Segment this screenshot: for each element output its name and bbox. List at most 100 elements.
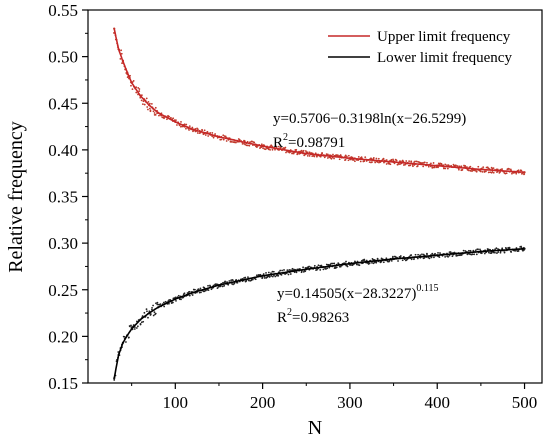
scatter-point <box>146 310 148 313</box>
scatter-point <box>380 260 383 263</box>
scatter-point <box>439 252 441 254</box>
scatter-point <box>152 110 155 113</box>
scatter-point <box>276 274 278 277</box>
scatter-point <box>262 147 264 150</box>
scatter-point <box>437 162 440 165</box>
scatter-point <box>154 113 157 116</box>
y-tick-label: 0.35 <box>48 188 78 207</box>
scatter-point <box>272 270 275 273</box>
scatter-point <box>473 169 476 172</box>
scatter-point <box>482 166 485 169</box>
scatter-point <box>120 52 123 55</box>
scatter-point <box>197 128 199 131</box>
scatter-point <box>188 294 191 297</box>
scatter-point <box>149 110 152 113</box>
scatter-point <box>333 157 335 160</box>
scatter-point <box>147 108 149 111</box>
scatter-point <box>508 247 511 250</box>
scatter-point <box>357 155 360 158</box>
scatter-point <box>314 152 317 155</box>
scatter-point <box>489 171 492 174</box>
scatter-point <box>454 164 457 167</box>
scatter-point <box>217 285 220 288</box>
scatter-point <box>322 268 325 271</box>
scatter-point <box>281 269 284 272</box>
scatter-point <box>368 262 371 265</box>
scatter-point <box>154 312 157 315</box>
scatter-point <box>430 162 432 165</box>
annotation-lower-r2-sup: 2 <box>287 307 292 318</box>
scatter-point <box>251 278 254 281</box>
scatter-point <box>415 160 418 163</box>
scatter-point <box>169 299 172 301</box>
scatter-point <box>475 253 478 256</box>
scatter-point <box>462 249 465 252</box>
scatter-point <box>468 169 470 172</box>
scatter-point <box>253 141 256 144</box>
scatter-point <box>302 149 305 152</box>
scatter-point <box>288 269 291 271</box>
scatter-point <box>416 257 419 260</box>
scatter-point <box>491 170 494 173</box>
scatter-point <box>180 298 182 301</box>
scatter-point <box>224 135 227 138</box>
scatter-point <box>166 118 168 121</box>
scatter-point <box>426 253 428 256</box>
scatter-point <box>200 291 202 294</box>
scatter-point <box>183 123 186 126</box>
scatter-point <box>241 143 244 145</box>
scatter-point <box>487 248 490 251</box>
y-tick-label: 0.30 <box>48 234 78 253</box>
scatter-point <box>494 248 496 251</box>
scatter-point <box>417 253 419 256</box>
scatter-point <box>230 141 233 143</box>
scatter-point <box>143 103 146 106</box>
scatter-point <box>146 106 149 108</box>
scatter-point <box>133 328 136 330</box>
annotation-lower-equation: y=0.14505(x−28.3227)0.115 <box>277 283 439 302</box>
scatter-point <box>472 249 475 252</box>
scatter-point <box>483 170 486 173</box>
scatter-point <box>145 308 148 311</box>
scatter-point <box>128 325 131 327</box>
scatter-point <box>464 250 467 252</box>
scatter-point <box>477 165 480 168</box>
lower-fit-line <box>113 247 525 379</box>
scatter-point <box>287 273 290 276</box>
scatter-point <box>355 263 358 266</box>
scatter-point <box>313 264 316 267</box>
scatter-point <box>163 117 165 120</box>
scatter-point <box>345 260 347 263</box>
scatter-point <box>363 160 366 162</box>
scatter-point <box>319 155 322 158</box>
scatter-point <box>135 91 138 94</box>
annotation-lower-r2-prefix: R <box>277 310 287 326</box>
scatter-point <box>209 131 212 134</box>
scatter-point <box>360 156 363 159</box>
scatter-point <box>347 154 350 157</box>
scatter-point <box>271 148 274 151</box>
scatter-point <box>471 253 474 256</box>
scatter-point <box>492 167 495 170</box>
scatter-point <box>388 260 390 263</box>
scatter-point <box>313 155 316 158</box>
scatter-point <box>215 283 217 285</box>
scatter-point <box>456 254 459 257</box>
y-tick-label: 0.20 <box>48 327 78 346</box>
scatter-point <box>220 138 223 141</box>
scatter-point <box>320 264 323 267</box>
scatter-point <box>268 275 271 278</box>
scatter-point <box>142 320 145 323</box>
scatter-point <box>505 172 508 175</box>
scatter-point <box>191 126 194 129</box>
scatter-point <box>447 255 449 258</box>
y-tick-label: 0.55 <box>48 1 78 20</box>
scatter-point <box>255 146 258 148</box>
scatter-point <box>247 279 250 282</box>
scatter-point <box>140 99 143 102</box>
scatter-point <box>444 167 447 170</box>
scatter-point <box>223 284 226 287</box>
y-axis-title: Relative frequency <box>5 121 27 273</box>
scatter-point <box>137 86 140 89</box>
scatter-point <box>131 88 134 91</box>
